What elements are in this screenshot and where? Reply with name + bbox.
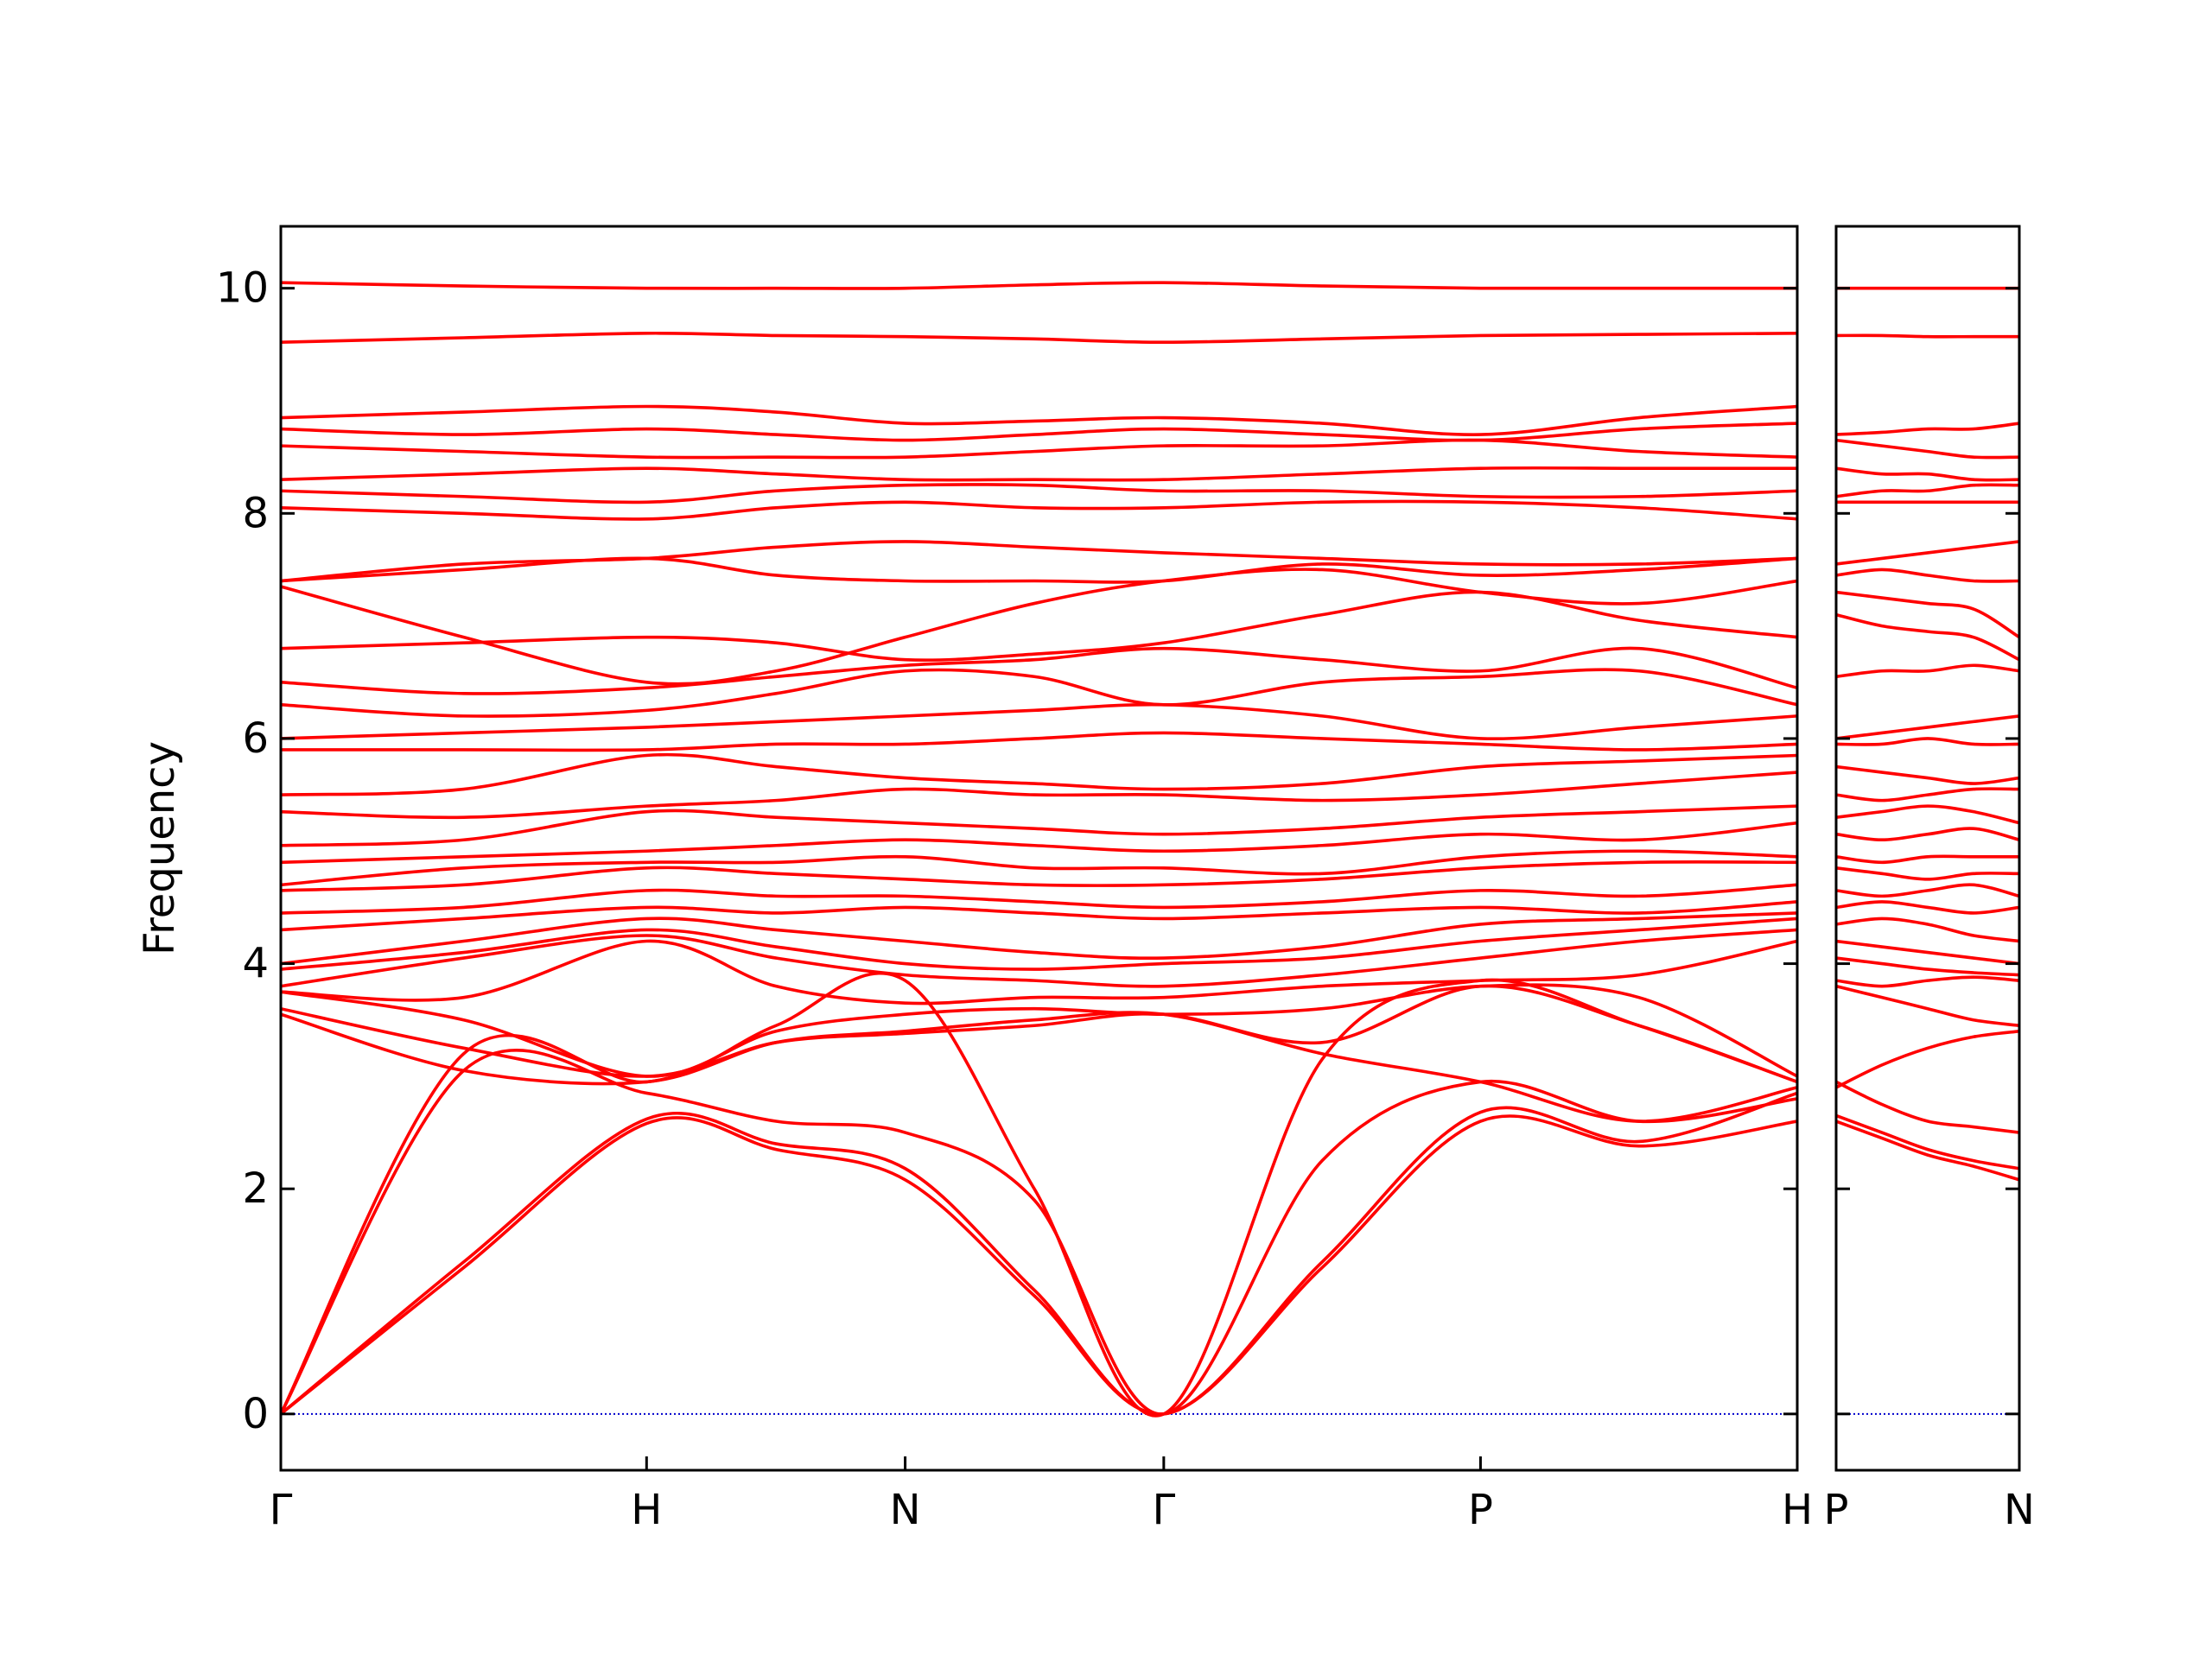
band-line <box>281 883 1797 915</box>
axes-frame <box>1834 225 2021 1472</box>
band-line <box>1836 438 2019 460</box>
band-line <box>1836 984 2019 1028</box>
y-tick-label: 0 <box>242 1390 269 1438</box>
band-line <box>281 483 1797 504</box>
plot-area <box>281 281 1797 1418</box>
y-tick-label: 8 <box>242 489 269 537</box>
band-line <box>1836 1080 2019 1134</box>
band-line <box>281 804 1797 847</box>
band-line <box>281 971 1797 1418</box>
band-line <box>1836 854 2019 865</box>
band-line <box>281 540 1797 583</box>
band-line <box>281 752 1797 796</box>
band-line <box>281 900 1797 932</box>
x-tick-label: Γ <box>270 1486 293 1534</box>
x-tick-label: H <box>631 1486 662 1534</box>
band-line <box>1836 1120 2019 1182</box>
band-line <box>281 1091 1797 1416</box>
band-line <box>281 928 1797 988</box>
band-line <box>281 821 1797 865</box>
band-line <box>281 731 1797 752</box>
band-line <box>1836 737 2019 746</box>
band-line <box>281 911 1797 966</box>
y-tick-label: 2 <box>242 1164 269 1213</box>
band-line <box>1836 540 2019 566</box>
band-line <box>1836 764 2019 785</box>
band-line <box>1836 333 2019 339</box>
y-axis-label: Frequency <box>136 741 184 955</box>
y-tick-label: 4 <box>242 940 269 988</box>
band-line <box>1836 975 2019 988</box>
band-line <box>281 646 1797 695</box>
x-tick-label: N <box>890 1486 921 1534</box>
axes-frame <box>279 225 1799 1472</box>
x-tick-label: Γ <box>1152 1486 1175 1534</box>
band-line <box>281 438 1797 460</box>
band-line <box>1836 900 2019 915</box>
band-line <box>1836 422 2019 436</box>
band-line <box>1836 827 2019 842</box>
band-line <box>281 983 1797 1078</box>
band-line <box>1836 956 2019 977</box>
band-line <box>1836 866 2019 881</box>
panel: 0 2 4 6 8 10 Γ H N Γ P H Frequency <box>136 225 1813 1534</box>
y-tick-label: 10 <box>216 264 269 313</box>
band-line <box>281 404 1797 436</box>
band-line <box>1836 466 2019 482</box>
x-tick-label: P <box>1824 1486 1849 1534</box>
x-tick-label: N <box>2004 1486 2035 1534</box>
band-line <box>281 984 1797 1084</box>
band-line <box>281 466 1797 482</box>
band-line <box>281 702 1797 741</box>
band-line <box>1836 612 2019 662</box>
band-line <box>1836 568 2019 583</box>
y-tick-label: 6 <box>242 714 269 763</box>
band-line <box>281 1114 1797 1416</box>
band-line <box>281 668 1797 718</box>
band-line <box>281 499 1797 521</box>
band-line <box>1836 917 2019 943</box>
band-line <box>1836 939 2019 966</box>
band-line <box>281 1011 1797 1123</box>
band-line <box>281 568 1797 686</box>
band-line <box>1836 804 2019 825</box>
x-tick-label: H <box>1782 1486 1813 1534</box>
band-line <box>1836 1029 2019 1089</box>
band-line <box>1836 787 2019 802</box>
band-line <box>281 281 1797 290</box>
band-line <box>281 331 1797 345</box>
band-line <box>1836 590 2019 639</box>
band-line <box>1836 663 2019 679</box>
band-line <box>1836 483 2019 498</box>
band-line <box>281 917 1797 971</box>
band-line <box>1836 1113 2019 1170</box>
plot-area <box>1836 286 2019 1415</box>
band-line <box>281 422 1797 442</box>
band-line <box>281 771 1797 820</box>
x-tick-label: P <box>1468 1486 1493 1534</box>
band-line <box>1836 883 2019 898</box>
band-line <box>281 1049 1797 1416</box>
band-line <box>281 939 1797 1005</box>
band-line <box>1836 714 2019 740</box>
band-line <box>281 860 1797 892</box>
band-line <box>281 849 1797 887</box>
